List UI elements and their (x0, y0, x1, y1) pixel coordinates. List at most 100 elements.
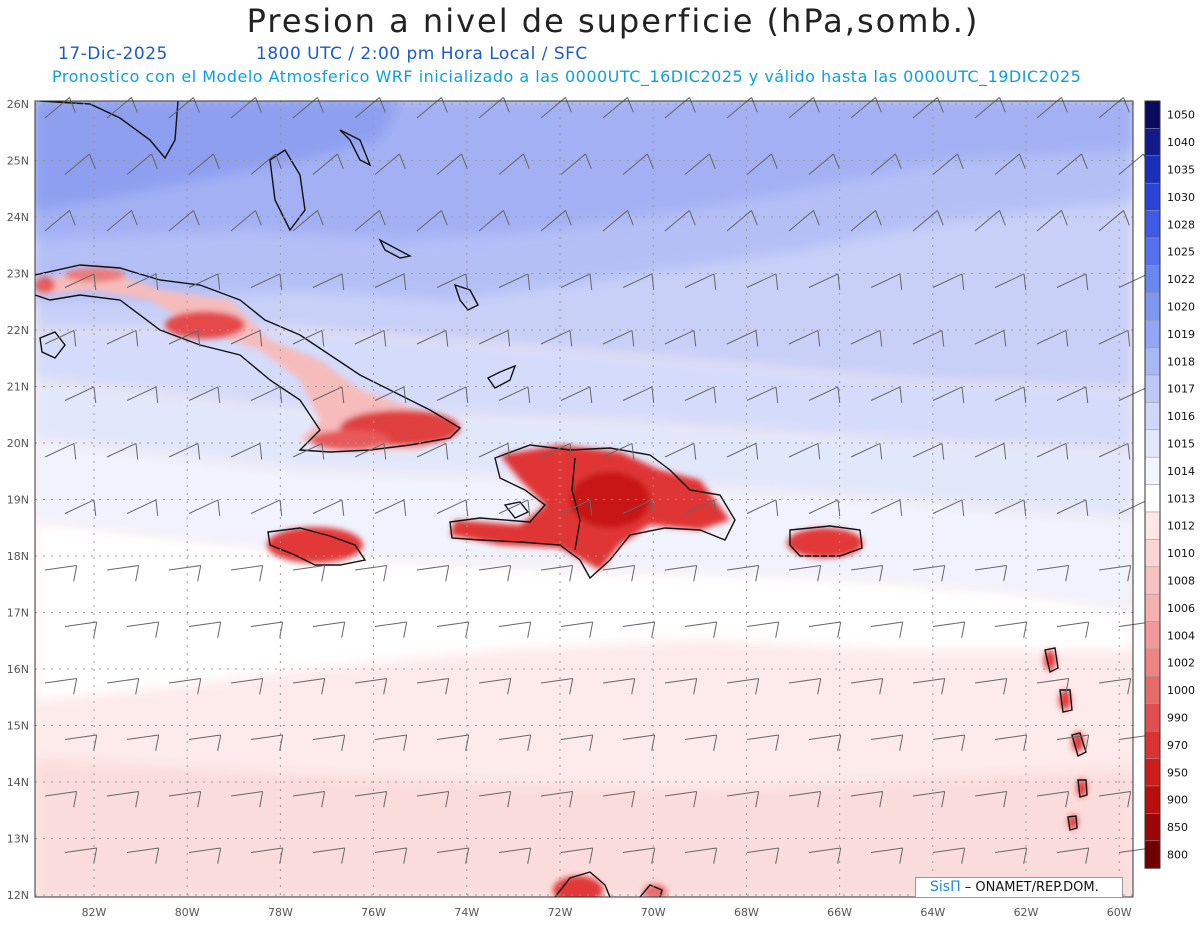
colorbar-label: 1000 (1167, 684, 1195, 697)
wind-barb-shaft (436, 499, 467, 514)
lat-tick-label: 20N (7, 437, 29, 450)
wind-barb-flag (693, 791, 698, 808)
wind-barb-flag (151, 153, 158, 170)
wind-barb-shaft (622, 273, 653, 288)
wind-barb-shaft (994, 621, 1027, 627)
wind-barb-flag (379, 210, 386, 226)
wind-barb-shaft (168, 210, 194, 232)
wind-barb-flag (197, 678, 202, 695)
wind-barb-flag (879, 791, 884, 808)
model-info: Pronostico con el Modelo Atmosferico WRF… (52, 67, 1082, 86)
wind-barb-flag (465, 847, 470, 864)
wind-barb-shaft (870, 621, 903, 627)
wind-barb-flag (693, 678, 698, 695)
wind-barb-shaft (788, 565, 821, 571)
wind-barb-shaft (250, 847, 283, 853)
wind-barb-shaft (44, 565, 77, 571)
wind-barb-flag (713, 273, 717, 290)
colorbar-swatch (1144, 703, 1161, 732)
wind-barb-shaft (230, 791, 263, 797)
wind-barb-shaft (746, 499, 777, 514)
wind-barb-shaft (436, 621, 469, 627)
wind-barb-shaft (602, 565, 635, 571)
wind-barb-shaft (788, 330, 819, 345)
wind-barb-shaft (1098, 443, 1129, 458)
wind-barb-flag (817, 565, 822, 582)
wind-barb-flag (321, 678, 326, 695)
colorbar-label: 1025 (1167, 246, 1195, 259)
wind-barb-flag (197, 565, 202, 582)
wind-barb-shaft (746, 153, 772, 175)
wind-barb-shaft (1118, 499, 1149, 514)
wind-barb-flag (73, 565, 78, 582)
lat-tick-label: 14N (7, 776, 29, 789)
wind-barb-flag (69, 97, 76, 113)
lon-tick-label: 66W (827, 906, 852, 919)
wind-barb-shaft (726, 443, 757, 458)
wind-barb-flag (879, 565, 884, 582)
wind-barb-flag (569, 678, 574, 695)
wind-barb-flag (135, 443, 139, 460)
wind-barb-flag (879, 678, 884, 695)
wind-barb-shaft (374, 621, 407, 627)
wind-barb-shaft (1098, 791, 1131, 797)
haiti-dr-border (571, 457, 581, 551)
colorbar-label: 1010 (1167, 547, 1195, 560)
wind-barb-flag (1023, 734, 1028, 751)
wind-barb-shaft (478, 678, 511, 684)
eleuthera (339, 129, 372, 167)
wind-barb-flag (837, 273, 841, 290)
wind-barb-shaft (126, 273, 157, 288)
lat-tick-label: 19N (7, 494, 29, 507)
wind-barb-flag (693, 565, 698, 582)
wind-barb-flag (1003, 678, 1008, 695)
wind-barb-shaft (478, 791, 511, 797)
wind-barb-flag (73, 330, 77, 347)
colorbar-label: 1030 (1167, 191, 1195, 204)
wind-barb-shaft (974, 565, 1007, 571)
wind-barb-flag (527, 386, 531, 403)
wind-barb-shaft (684, 499, 715, 514)
wind-barb-flag (1081, 153, 1088, 170)
florida-coastline (39, 101, 179, 160)
wind-barb-flag (93, 621, 98, 638)
colorbar-label: 1050 (1167, 109, 1195, 122)
wind-barb-flag (961, 847, 966, 864)
wind-barb-shaft (994, 386, 1025, 401)
wind-barb-shaft (44, 791, 77, 797)
wind-barb-shaft (498, 153, 524, 175)
wind-barb-flag (899, 847, 904, 864)
colorbar-swatch (1144, 648, 1161, 677)
wind-barb-flag (755, 678, 760, 695)
colorbar-frame (1144, 100, 1161, 869)
wind-barb-flag (709, 153, 716, 170)
wind-barb-shaft (354, 443, 385, 458)
wind-barb-flag (321, 330, 325, 347)
wind-barb-shaft (788, 210, 814, 232)
wind-barb-shaft (1036, 210, 1062, 232)
wind-barb-shaft (230, 443, 261, 458)
wind-barb-flag (775, 847, 780, 864)
wind-barb-shaft (664, 330, 695, 345)
wind-barb-flag (465, 499, 469, 516)
wind-barb-shaft (746, 734, 779, 740)
wind-barb-flag (503, 97, 510, 113)
wind-barb-flag (1123, 210, 1130, 226)
wind-barb-shaft (312, 621, 345, 627)
wind-barb-shaft (498, 621, 531, 627)
wind-barb-shaft (912, 210, 938, 232)
colorbar-label: 1028 (1167, 218, 1195, 231)
colorbar-label: 900 (1167, 794, 1188, 807)
map-title: Presion a nivel de superficie (hPa,somb.… (246, 2, 980, 40)
wind-barb-flag (651, 273, 655, 290)
wind-barb-flag (837, 734, 842, 751)
wind-barb-flag (879, 330, 883, 347)
wind-barb-shaft (684, 273, 715, 288)
wind-barb-flag (135, 678, 140, 695)
hispaniola-coastline (449, 444, 736, 580)
wind-barb-shaft (44, 210, 70, 232)
colorbar-swatch (1144, 429, 1161, 458)
wind-barb-shaft (416, 330, 447, 345)
wind-barb-shaft (292, 443, 323, 458)
venezuela-coast (554, 871, 611, 897)
